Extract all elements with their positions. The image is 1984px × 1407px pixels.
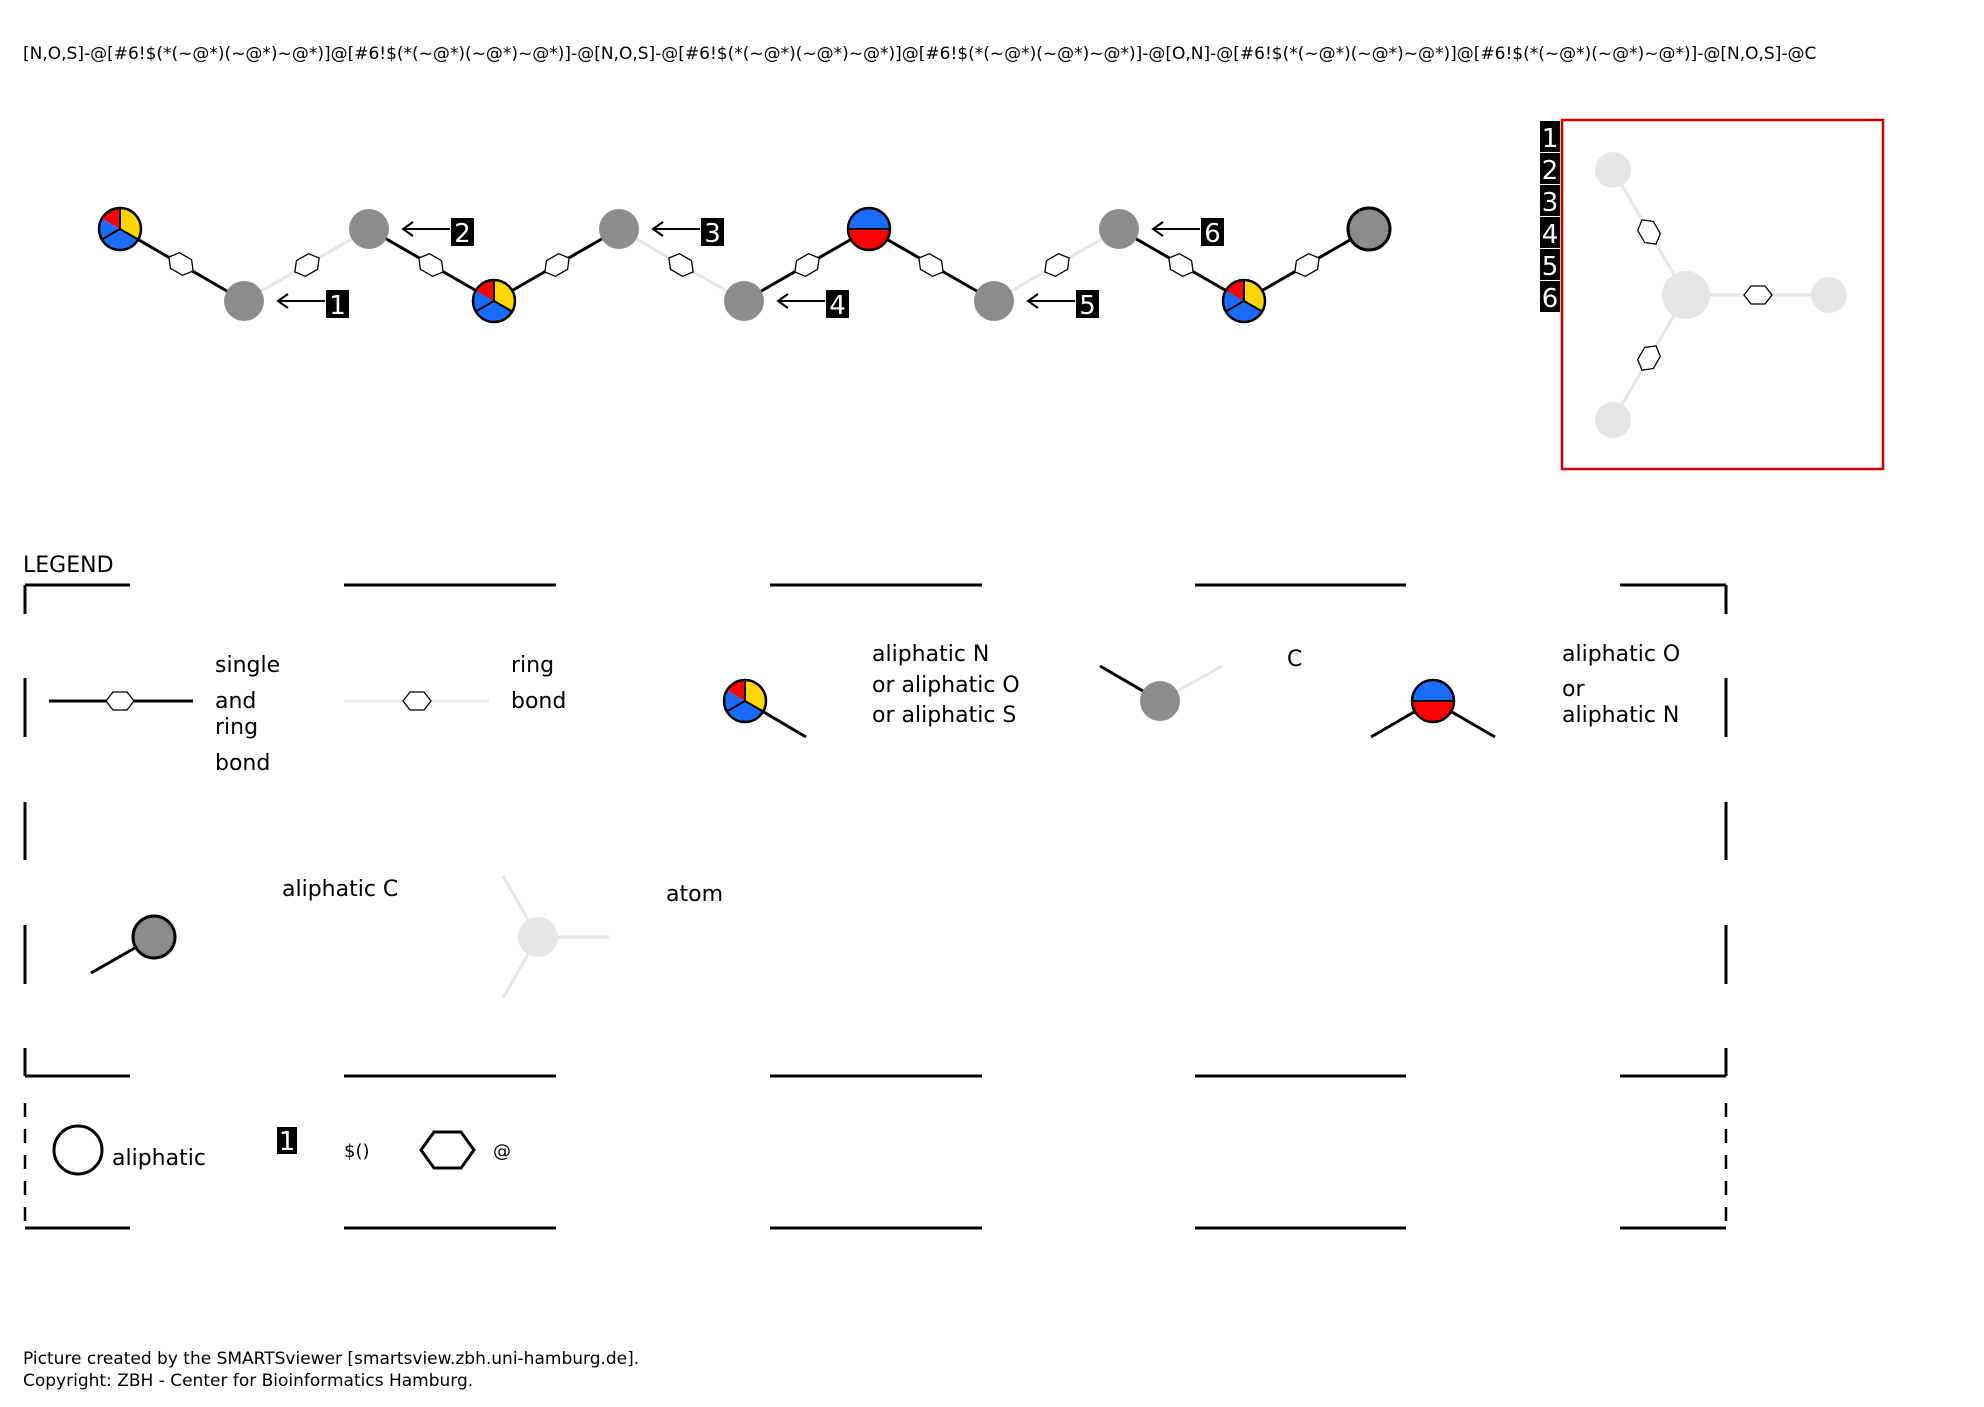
pointer-4: 4 <box>776 290 849 321</box>
ring-marker-5 <box>663 249 699 281</box>
legend-aliphatic-c-label: aliphatic C <box>282 877 398 902</box>
atom-c-4 <box>724 281 764 321</box>
inset-label-6: 6 <box>1542 284 1559 314</box>
inset-label-4: 4 <box>1542 220 1559 250</box>
ring-marker-3 <box>413 249 449 281</box>
ring-bond-markers <box>163 248 1325 281</box>
legend-nos-line2: or aliphatic O <box>872 673 1020 698</box>
inset-atom-top <box>1595 152 1631 188</box>
inset-label-5: 5 <box>1542 252 1559 282</box>
legend-on-line1: aliphatic O <box>1562 642 1680 667</box>
atom-nos-2 <box>471 278 517 324</box>
atom-c-aliphatic <box>1346 206 1392 252</box>
legend-title: LEGEND <box>23 553 114 578</box>
ring-marker-9 <box>1163 249 1199 281</box>
legend-ring-symbol: @ <box>419 1130 511 1170</box>
inset-ring-marker-2 <box>1743 285 1773 305</box>
molecule-graph: 1 2 3 4 5 6 <box>97 206 1392 324</box>
legend-frame <box>23 583 1728 1230</box>
pointer-label-3: 3 <box>704 219 721 249</box>
atom-c-6 <box>1099 209 1139 249</box>
legend-aliphatic-c: aliphatic C <box>90 877 398 975</box>
legend-on-atom: aliphatic O or aliphatic N <box>1370 642 1680 739</box>
atom-nos-1 <box>97 206 143 252</box>
legend-nos-line3: or aliphatic S <box>872 703 1016 728</box>
footer-line2: Copyright: ZBH - Center for Bioinformati… <box>23 1371 473 1391</box>
inset-label-3: 3 <box>1542 188 1559 218</box>
legend-single-ring-bond-line2: and <box>215 689 256 714</box>
inset-ring-marker-1 <box>1633 214 1665 250</box>
atom-c-2 <box>349 209 389 249</box>
pointer-label-2: 2 <box>454 219 471 249</box>
legend-aliphatic: aliphatic <box>52 1124 206 1176</box>
legend-ring-symbol-label: @ <box>493 1141 511 1162</box>
legend-atom: atom <box>501 875 723 999</box>
legend-atom-label: atom <box>666 882 723 907</box>
legend-recursive-label: $() <box>344 1141 370 1162</box>
legend-recursive-number: 1 <box>279 1127 296 1157</box>
legend-single-ring-bond: single and ring bond <box>49 653 280 776</box>
inset-number-labels: 1 2 3 4 5 6 <box>1540 121 1560 314</box>
pointer-5: 5 <box>1026 290 1099 321</box>
legend-ring-bond: ring bond <box>344 653 566 714</box>
legend-ring-bond-line2: bond <box>511 689 566 714</box>
pointer-label-1: 1 <box>329 291 346 321</box>
smarts-string: [N,O,S]-@[#6!$(*(~@*)(~@*)~@*)]@[#6!$(*(… <box>23 44 1816 64</box>
legend-nos-atom: aliphatic N or aliphatic O or aliphatic … <box>722 642 1020 739</box>
pointer-2: 2 <box>401 218 474 249</box>
atom-c-5 <box>974 281 1014 321</box>
legend-single-ring-bond-line4: bond <box>215 751 270 776</box>
atom-c-3 <box>599 209 639 249</box>
ring-marker-6 <box>789 249 825 281</box>
inset-ring-marker-3 <box>1633 340 1665 376</box>
recursive-inset: 1 2 3 4 5 6 <box>1540 118 1885 471</box>
inset-atom-right <box>1811 277 1847 313</box>
legend-single-ring-bond-line1: single <box>215 653 280 678</box>
ring-marker-7 <box>913 249 949 281</box>
legend-c-label: C <box>1287 647 1302 672</box>
atom-nos-3 <box>1221 278 1267 324</box>
inset-label-1: 1 <box>1542 124 1559 154</box>
legend-nos-line1: aliphatic N <box>872 642 989 667</box>
legend-c-atom: C <box>1099 647 1302 721</box>
ring-marker-1 <box>163 248 199 280</box>
inset-atom-bottom <box>1595 402 1631 438</box>
ring-marker-10 <box>1289 249 1325 281</box>
pointer-6: 6 <box>1151 218 1224 249</box>
atom-c-1 <box>224 281 264 321</box>
inset-label-2: 2 <box>1542 156 1559 186</box>
inset-atom-center <box>1662 271 1710 319</box>
legend-single-ring-bond-line3: ring <box>215 715 258 740</box>
legend-on-line3: aliphatic N <box>1562 703 1679 728</box>
pointer-1: 1 <box>276 290 349 321</box>
inset-frame <box>1560 118 1885 471</box>
pointer-3: 3 <box>651 218 724 249</box>
legend-aliphatic-label: aliphatic <box>112 1146 206 1171</box>
pointer-label-4: 4 <box>829 291 846 321</box>
ring-marker-8 <box>1039 249 1075 281</box>
legend-ring-bond-line1: ring <box>511 653 554 678</box>
legend-on-line2: or <box>1562 677 1585 702</box>
footer-line1: Picture created by the SMARTSviewer [sma… <box>23 1349 639 1369</box>
pointer-label-6: 6 <box>1204 219 1221 249</box>
ring-marker-2 <box>289 249 325 281</box>
legend-recursive: 1 $() <box>277 1127 370 1162</box>
atom-on <box>846 206 892 252</box>
ring-marker-4 <box>539 249 575 281</box>
legend-dashed-frame <box>23 1103 1728 1228</box>
pointer-label-5: 5 <box>1079 291 1096 321</box>
